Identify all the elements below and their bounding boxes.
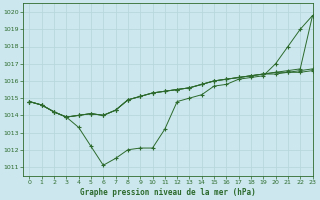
X-axis label: Graphe pression niveau de la mer (hPa): Graphe pression niveau de la mer (hPa) bbox=[80, 188, 256, 197]
